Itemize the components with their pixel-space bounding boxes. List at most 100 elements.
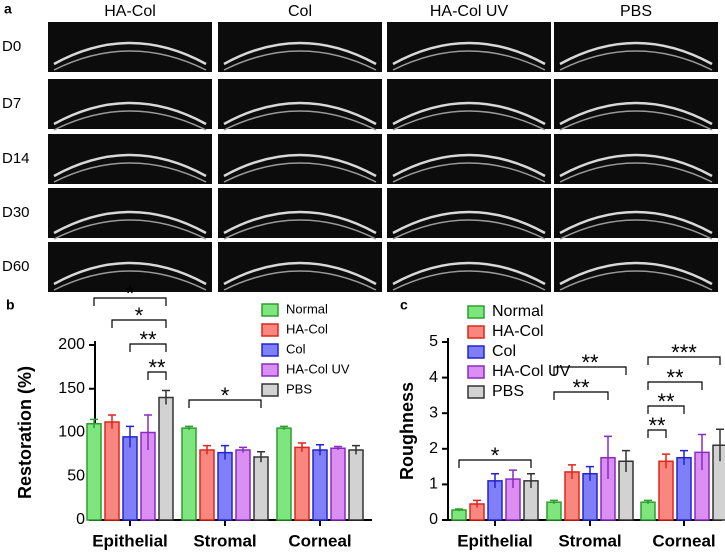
error-bar (239, 446, 247, 453)
oct-image (218, 134, 382, 184)
legend-swatch (261, 323, 279, 337)
bar (564, 471, 580, 521)
cornea-surface (392, 261, 546, 286)
bar (451, 509, 467, 521)
cornea-inner (559, 270, 713, 291)
cornea-inner (559, 162, 713, 183)
error-bar (586, 465, 594, 481)
legend-label: HA-Col UV (286, 361, 350, 376)
error-bar (716, 428, 724, 462)
significance-bracket (647, 381, 703, 390)
oct-image (48, 242, 212, 292)
error-bar (185, 425, 193, 430)
bar (658, 460, 674, 521)
error-bar (527, 472, 535, 488)
cornea-surface (223, 210, 377, 235)
cornea-inner (392, 50, 546, 71)
cornea-inner (392, 110, 546, 131)
cornea-inner (559, 50, 713, 71)
y-tick-label: 5 (429, 333, 438, 350)
significance-label: ** (648, 413, 666, 438)
x-tick-label: Corneal (652, 531, 715, 550)
y-axis-label: Roughness (397, 382, 417, 480)
cornea-inner (392, 270, 546, 291)
significance-label: ** (139, 327, 157, 352)
error-bar (334, 445, 342, 450)
cornea-surface (559, 41, 713, 66)
cornea-surface (53, 153, 207, 178)
error-bar (352, 444, 360, 455)
cornea-surface (53, 101, 207, 126)
row-label: D60 (2, 258, 30, 275)
significance-label: * (221, 383, 230, 408)
legend-swatch (467, 325, 485, 339)
significance-bracket (93, 297, 167, 306)
cornea-inner (223, 162, 377, 183)
significance-bracket (129, 343, 167, 352)
cornea-surface (53, 261, 207, 286)
oct-image (554, 242, 718, 292)
legend-label: HA-Col UV (492, 363, 571, 380)
y-tick-label: 150 (58, 380, 85, 397)
cornea-surface (559, 210, 713, 235)
error-bar (509, 469, 517, 488)
error-bar (298, 442, 306, 452)
cornea-inner (53, 50, 207, 71)
significance-label: *** (671, 340, 697, 365)
cornea-surface (559, 101, 713, 126)
significance-label: * (126, 281, 135, 306)
cornea-surface (223, 153, 377, 178)
error-bar (550, 499, 558, 504)
row-label: D14 (2, 150, 30, 167)
panel-label: b (6, 297, 15, 313)
legend-swatch (261, 363, 279, 377)
oct-image (48, 134, 212, 184)
row-label: D0 (2, 38, 21, 55)
cornea-inner (223, 270, 377, 291)
row-label: D30 (2, 204, 30, 221)
significance-label: ** (666, 365, 684, 390)
legend-swatch (467, 305, 485, 319)
bar (158, 396, 174, 521)
cornea-surface (53, 210, 207, 235)
y-tick-label: 0 (76, 511, 85, 528)
bar (330, 447, 346, 521)
error-bar (257, 451, 265, 463)
cornea-inner (223, 50, 377, 71)
legend-swatch (261, 383, 279, 397)
x-tick-label: Corneal (288, 531, 351, 550)
legend-label: HA-Col (286, 321, 328, 336)
x-tick-label: Epithelial (92, 531, 168, 550)
y-tick-label: 3 (429, 404, 438, 421)
cornea-surface (53, 41, 207, 66)
y-axis-label: Restoration (%) (15, 366, 35, 499)
significance-label: ** (572, 375, 590, 400)
error-bar (644, 499, 652, 504)
bar (676, 456, 692, 521)
legend-label: PBS (286, 381, 312, 396)
error-bar (162, 389, 170, 405)
bar (199, 449, 215, 521)
error-bar (280, 425, 288, 430)
cornea-surface (559, 153, 713, 178)
error-bar (473, 499, 481, 508)
cornea-surface (223, 41, 377, 66)
significance-bracket (458, 459, 532, 468)
cornea-inner (392, 219, 546, 240)
legend-label: Col (286, 341, 306, 356)
y-tick-label: 200 (58, 336, 85, 353)
error-bar (203, 444, 211, 455)
cornea-inner (559, 110, 713, 131)
significance-label: * (135, 303, 144, 328)
column-header: HA-Col (104, 3, 156, 20)
cornea-surface (223, 101, 377, 126)
cornea-inner (53, 162, 207, 183)
cornea-surface (392, 41, 546, 66)
y-tick-label: 100 (58, 424, 85, 441)
row-label: D7 (2, 95, 21, 112)
bar (122, 436, 138, 521)
bar (712, 444, 725, 521)
error-bar (316, 444, 324, 456)
bar (104, 421, 120, 521)
